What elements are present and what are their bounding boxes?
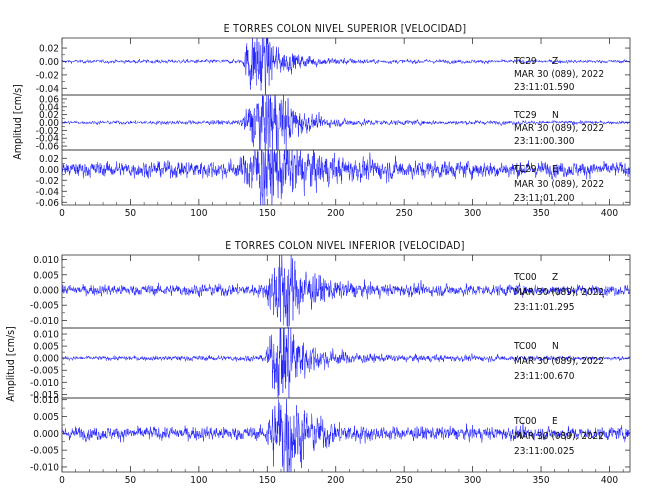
y-tick-label: 0.010: [33, 255, 59, 266]
chart-title-inferior: E TORRES COLON NIVEL INFERIOR [VELOCIDAD…: [225, 240, 464, 252]
y-tick-label: 0.010: [33, 330, 59, 341]
x-tick-label: 200: [327, 475, 344, 486]
y-tick-label: 0.06: [39, 94, 59, 105]
y-tick-label: -0.02: [36, 176, 59, 187]
y-tick-label: 0.000: [33, 429, 59, 440]
y-tick-label: 0.000: [33, 285, 59, 296]
y-tick-label: 0.00: [39, 165, 59, 176]
trace-panel-superior-z: -0.04 -0.02 0.00 0.02 TC29 Z MAR 30 (089), …: [36, 37, 631, 96]
y-tick-label: -0.04: [36, 134, 60, 145]
y-tick-label: -0.010: [30, 316, 59, 327]
y-tick-label: 0.005: [33, 270, 59, 281]
y-tick-label: 0.005: [33, 342, 59, 353]
y-tick-label: 0.000: [33, 354, 59, 365]
x-tick-label: 150: [259, 475, 276, 486]
waveform-trace: [61, 37, 631, 96]
date-label: MAR 30 (089), 2022: [514, 123, 604, 134]
trace-panel-inferior-e: -0.010 -0.005 0.000 0.005 0.010 TC00 E MAR 3…: [30, 395, 631, 473]
trace-panel-superior-n: -0.06-0.04-0.020.000.020.040.06 TC29 N M…: [36, 94, 631, 153]
x-tick-label: 100: [190, 208, 207, 219]
component-label: E: [552, 416, 558, 427]
x-tick-label: 150: [259, 208, 276, 219]
x-tick-label: 200: [327, 208, 344, 219]
station-label: TC29: [513, 164, 537, 175]
y-tick-label: -0.005: [30, 366, 59, 377]
waveform-trace: [61, 398, 631, 473]
y-ticks: -0.010 -0.005 0.000 0.005 0.010: [30, 255, 630, 327]
chart-title-superior: E TORRES COLON NIVEL SUPERIOR [VELOCIDAD…: [224, 23, 467, 35]
component-label: Z: [552, 272, 558, 283]
x-tick-label: 300: [464, 475, 481, 486]
time-label: 23:11:01.295: [514, 302, 574, 313]
component-label: E: [552, 164, 558, 175]
waveform-trace: [61, 327, 631, 399]
waveform-trace: [61, 94, 631, 151]
time-label: 23:11:00.670: [514, 371, 575, 382]
y-tick-label: -0.06: [36, 142, 60, 153]
x-tick-label: 250: [396, 475, 413, 486]
y-tick-label: 0.02: [39, 110, 59, 121]
x-tick-label: 250: [396, 208, 413, 219]
component-label: N: [552, 341, 559, 352]
station-label: TC29: [513, 110, 537, 121]
y-ticks: -0.010 -0.005 0.000 0.005 0.010: [30, 395, 630, 473]
x-tick-label: 300: [464, 208, 481, 219]
x-tick-label: 50: [125, 208, 137, 219]
x-tick-label: 350: [532, 208, 549, 219]
y-tick-label: 0.005: [33, 412, 59, 423]
x-tick-label: 0: [59, 475, 65, 486]
trace-panel-superior-e: -0.06-0.04-0.020.000.02 TC29 E MAR 30 (0…: [36, 149, 631, 209]
time-label: 23:11:00.025: [514, 446, 574, 457]
panel-frame: [61, 397, 631, 473]
time-label: 23:11:01.590: [514, 82, 575, 93]
x-ticks-superior: 0 50 100 150 200 250 300 350 400: [59, 38, 624, 219]
panel-frame: [61, 149, 631, 206]
station-label: TC29: [513, 56, 537, 67]
y-tick-label: -0.06: [36, 198, 60, 209]
date-label: MAR 30 (089), 2022: [514, 431, 604, 442]
x-tick-label: 0: [59, 208, 65, 219]
trace-panel-inferior-z: -0.010 -0.005 0.000 0.005 0.010 TC00 Z MAR 3…: [30, 254, 631, 329]
x-ticks-inferior: 0 50 100 150 200 250 300 350 400: [59, 255, 624, 486]
chart-group-superior: E TORRES COLON NIVEL SUPERIOR [VELOCIDAD…: [12, 23, 631, 219]
y-tick-label: 0.00: [39, 118, 59, 129]
date-label: MAR 30 (089), 2022: [514, 179, 604, 190]
date-label: MAR 30 (089), 2022: [514, 287, 604, 298]
component-label: Z: [552, 56, 558, 67]
time-label: 23:11:00.300: [514, 136, 575, 147]
y-tick-label: -0.04: [36, 187, 60, 198]
y-tick-label: -0.010: [30, 462, 59, 473]
date-label: MAR 30 (089), 2022: [514, 69, 604, 80]
x-tick-label: 50: [125, 475, 137, 486]
y-tick-label: -0.04: [36, 84, 60, 95]
x-tick-label: 400: [601, 475, 618, 486]
y-tick-label: -0.02: [36, 70, 59, 81]
y-tick-label: 0.010: [33, 395, 59, 406]
y-tick-label: 0.02: [39, 44, 59, 55]
y-tick-label: 0.04: [39, 102, 59, 113]
station-label: TC00: [513, 341, 537, 352]
station-label: TC00: [513, 272, 537, 283]
x-tick-label: 400: [601, 208, 618, 219]
x-tick-label: 100: [190, 475, 207, 486]
date-label: MAR 30 (089), 2022: [514, 356, 604, 367]
y-tick-label: -0.005: [30, 301, 59, 312]
y-tick-label: -0.005: [30, 446, 59, 457]
waveform-trace: [61, 254, 631, 329]
y-tick-label: 0.00: [39, 57, 59, 68]
station-label: TC00: [513, 416, 537, 427]
y-tick-label: 0.02: [39, 154, 59, 165]
time-label: 23:11:01.200: [514, 193, 575, 204]
y-tick-label: -0.02: [36, 126, 59, 137]
component-label: N: [552, 110, 559, 121]
y-axis-label-inferior: Amplitud [cm/s]: [5, 326, 17, 401]
y-axis-label-superior: Amplitud [cm/s]: [12, 84, 24, 159]
x-tick-label: 350: [532, 475, 549, 486]
y-tick-label: -0.015: [30, 390, 59, 401]
chart-group-inferior: E TORRES COLON NIVEL INFERIOR [VELOCIDAD…: [5, 240, 631, 486]
waveform-trace: [61, 149, 631, 206]
y-tick-label: -0.010: [30, 378, 59, 389]
